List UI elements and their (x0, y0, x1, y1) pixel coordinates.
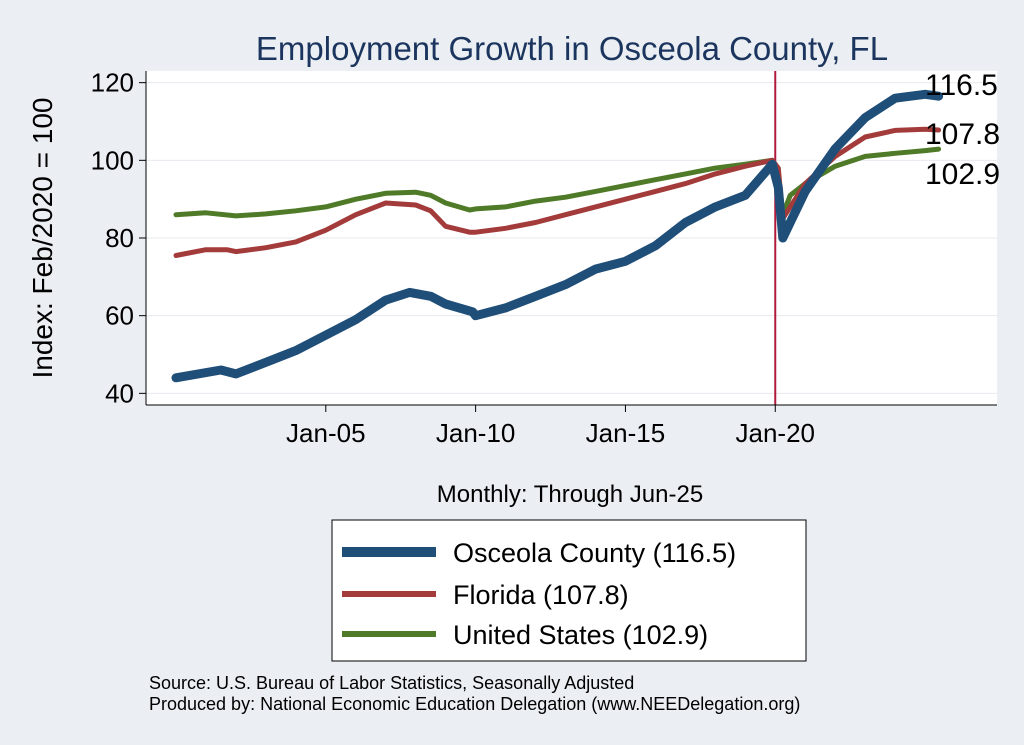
series-line-florida (173, 126, 942, 258)
y-tick-label-100: 100 (91, 145, 134, 175)
legend-box (331, 519, 807, 662)
end-label-osceola-county: 116.5 (925, 69, 998, 102)
x-axis-title: Monthly: Through Jun-25 (437, 481, 703, 508)
chart-title: Employment Growth in Osceola County, FL (256, 30, 888, 67)
x-tick-label-Jan-10: Jan-10 (436, 418, 516, 448)
legend: Osceola County (116.5) Florida (107.8) Uni… (331, 519, 807, 662)
y-tick-label-80: 80 (105, 223, 134, 253)
source-note: Source: U.S. Bureau of Labor Statistics,… (149, 673, 634, 693)
x-tick-label-Jan-15: Jan-15 (586, 418, 666, 448)
x-tick-label-Jan-05: Jan-05 (286, 418, 366, 448)
x-tick-label-Jan-20: Jan-20 (736, 418, 816, 448)
legend-label-florida: Florida (107.8) (453, 580, 629, 610)
y-tick-label-40: 40 (105, 378, 134, 408)
end-label-united-states: 102.9 (925, 158, 1000, 191)
y-axis-title: Index: Feb/2020 = 100 (27, 98, 58, 379)
legend-label-osceola-county: Osceola County (116.5) (453, 538, 736, 568)
y-tick-label-60: 60 (105, 301, 134, 331)
end-label-florida: 107.8 (925, 118, 1000, 151)
produced-by-note: Produced by: National Economic Education… (149, 694, 800, 714)
series-line-osceola-county (171, 89, 944, 383)
legend-label-united-states: United States (102.9) (453, 620, 708, 650)
y-tick-label-120: 120 (91, 68, 134, 98)
